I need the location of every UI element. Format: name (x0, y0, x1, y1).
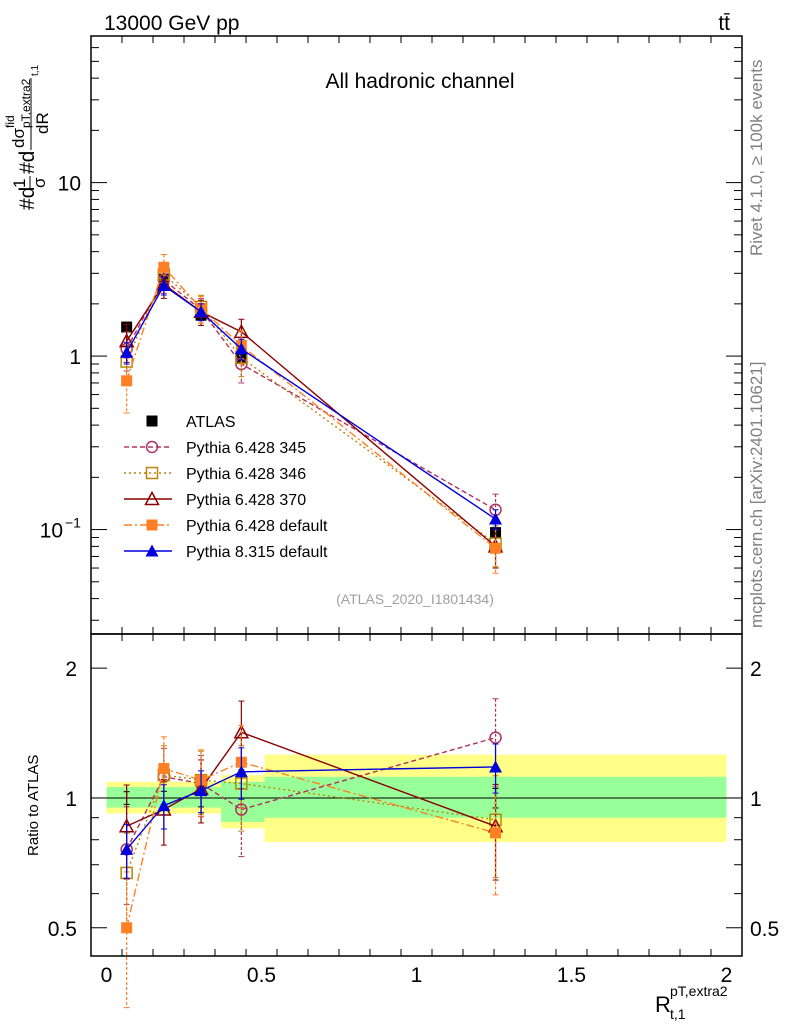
legend-label: Pythia 8.315 default (186, 544, 328, 561)
data-point (157, 279, 171, 292)
data-point (158, 261, 170, 273)
x-tick-label: 0.5 (247, 964, 276, 987)
data-point (489, 760, 503, 773)
svg-text:R: R (655, 992, 671, 1017)
ratio-tick-label-right: 0.5 (750, 918, 779, 941)
data-point (157, 799, 171, 812)
ratio-tick-label-right: 1 (750, 788, 762, 811)
data-point (120, 345, 134, 358)
svg-text:1: 1 (10, 179, 29, 188)
data-point (489, 731, 502, 744)
svg-text:pT,extra2: pT,extra2 (19, 78, 33, 128)
ratio-plot-frame (90, 633, 743, 957)
svg-text:dR: dR (33, 112, 52, 134)
data-point (121, 375, 133, 387)
legend: ATLAS Pythia 6.428 345 Pythia 6.428 346 Pyt… (124, 414, 328, 561)
svg-text:pT,extra2: pT,extra2 (670, 983, 728, 999)
data-point (234, 765, 248, 778)
series-line-4 (125, 265, 496, 549)
data-point (194, 784, 208, 797)
legend-label: Pythia 6.428 default (186, 518, 328, 535)
series-line-2 (126, 273, 496, 545)
process-label: 13000 GeV pp (104, 12, 239, 35)
svg-text:t,1: t,1 (30, 64, 41, 76)
series-line-3 (126, 283, 497, 547)
uncertainty-band-inner (221, 781, 265, 822)
legend-marker (145, 544, 159, 557)
channel-label: All hadronic channel (325, 70, 514, 93)
data-point (490, 827, 502, 839)
y-tick-label: 1 (69, 346, 81, 369)
ratio-tick-label-left: 0.5 (48, 918, 77, 941)
y-tick-label: 10 −1 (40, 515, 82, 543)
x-tick-label: 1 (411, 964, 423, 987)
legend-marker (145, 440, 159, 454)
data-point (490, 542, 502, 554)
svg-text:σ: σ (30, 177, 49, 188)
svg-text:10: 10 (40, 520, 63, 543)
data-point (158, 763, 170, 775)
data-point (235, 803, 248, 816)
data-point (121, 922, 133, 934)
x-tick-label: 0 (101, 964, 113, 987)
data-point (194, 305, 208, 318)
svg-text:−1: −1 (65, 515, 81, 531)
legend-marker (146, 415, 158, 427)
legend-marker (146, 519, 158, 531)
y-tick-label: 10 (58, 173, 81, 196)
series-line-4 (125, 761, 496, 928)
data-point (489, 512, 503, 525)
svg-text:#d: #d (16, 151, 39, 174)
legend-label: Pythia 6.428 346 (186, 466, 306, 483)
svg-text:t,1: t,1 (670, 1006, 686, 1022)
ratio-tick-label-left: 2 (65, 658, 77, 681)
ratio-tick-label-right: 2 (750, 658, 762, 681)
source-info: mcplots.cern.ch [arXiv:2401.10621] (747, 362, 766, 628)
legend-label: ATLAS (186, 414, 236, 431)
x-axis-title: R pT,extra2 t,1 (655, 983, 728, 1022)
ratio-tick-label-left: 1 (65, 788, 77, 811)
legend-label: Pythia 6.428 370 (186, 492, 306, 509)
svg-text:fid: fid (3, 115, 17, 128)
data-point (234, 342, 248, 355)
svg-text:#d: #d (16, 187, 39, 210)
analysis-id: (ATLAS_2020_I1801434) (336, 591, 494, 607)
legend-label: Pythia 6.428 345 (186, 440, 306, 457)
legend-marker (144, 490, 160, 506)
x-tick-label: 1.5 (557, 964, 586, 987)
y-axis-title: #d 1 σ #d dσ fid pT,extra2 dR t,1 (3, 64, 52, 210)
series-line-5 (126, 284, 496, 520)
data-point (120, 842, 134, 855)
x-tick-label: 2 (721, 964, 733, 987)
svg-text:dσ: dσ (9, 128, 28, 148)
rivet-info: Rivet 4.1.0, ≥ 100k events (747, 60, 766, 256)
final-state-label: tt̄ (718, 12, 730, 35)
legend-marker (145, 466, 159, 480)
ratio-axis-title: Ratio to ATLAS (25, 755, 42, 856)
